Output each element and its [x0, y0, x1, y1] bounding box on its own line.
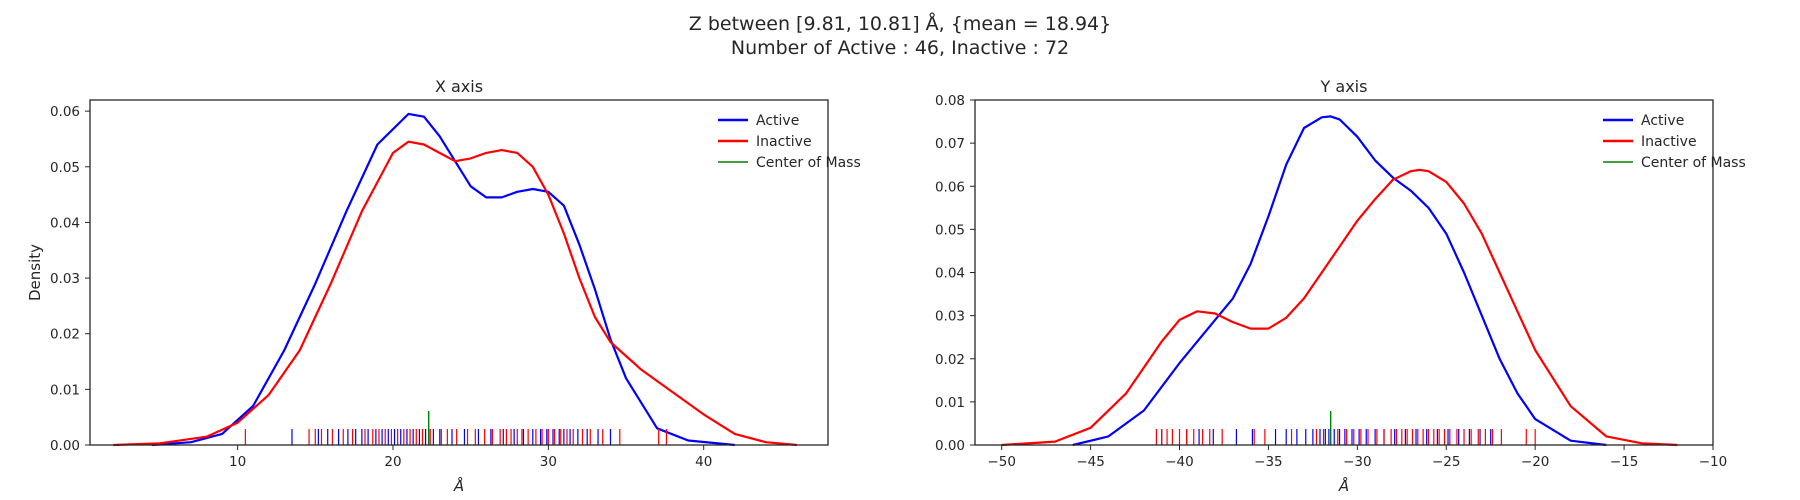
panel-title: X axis — [435, 77, 483, 96]
x-tick-label: −40 — [1165, 454, 1194, 470]
kde-line-inactive — [1001, 168, 1678, 447]
y-tick-label: 0.05 — [50, 160, 80, 176]
x-tick-label: −20 — [1521, 454, 1550, 470]
x-tick-label: 10 — [229, 454, 246, 470]
legend-label-inactive: Inactive — [756, 134, 812, 150]
figure-title-line-1: Z between [9.81, 10.81] Å, {mean = 18.94… — [688, 13, 1112, 35]
x-tick-label: 20 — [384, 454, 401, 470]
y-tick-label: 0.05 — [935, 222, 965, 238]
y-tick-label: 0.03 — [50, 271, 80, 287]
chart-panel-x-axis: X axis 10 20 30 40 0.00 0.01 0.02 0.03 0.04 0.05 0.… — [26, 77, 861, 495]
y-tick-label: 0.06 — [50, 104, 80, 120]
legend-label-center-of-mass: Center of Mass — [1641, 155, 1746, 171]
x-tick-label: −30 — [1343, 454, 1372, 470]
x-tick-label: 40 — [695, 454, 712, 470]
legend: Active Inactive Center of Mass — [1603, 113, 1746, 171]
panel-title: Y axis — [1320, 77, 1368, 96]
chart-panel-y-axis: Y axis −50 −45 −40 −35 −30 −25 −20 −15 −10 0.00 0.0… — [935, 77, 1746, 495]
kde-line-inactive — [113, 140, 797, 447]
legend-label-active: Active — [756, 113, 799, 129]
legend: Active Inactive Center of Mass — [718, 113, 861, 171]
y-tick-label: 0.04 — [50, 215, 80, 231]
y-tick-label: 0.01 — [935, 395, 965, 411]
plot-frame — [89, 99, 829, 446]
x-tick-label: −10 — [1699, 454, 1728, 470]
kde-line-active — [1072, 115, 1607, 447]
x-tick-label: −35 — [1254, 454, 1283, 470]
y-tick-label: 0.04 — [935, 266, 965, 282]
figure-title: Z between [9.81, 10.81] Å, {mean = 18.94… — [0, 12, 1800, 60]
kde-line-active — [152, 112, 735, 447]
x-axis-label: Å — [453, 476, 464, 495]
legend-label-center-of-mass: Center of Mass — [756, 155, 861, 171]
y-tick-label: 0.08 — [935, 93, 965, 109]
y-tick-label: 0.06 — [935, 179, 965, 195]
y-axis-label: Density — [26, 244, 44, 301]
y-tick-label: 0.01 — [50, 382, 80, 398]
y-tick-label: 0.02 — [50, 327, 80, 343]
x-axis-label: Å — [1338, 476, 1349, 495]
legend-label-inactive: Inactive — [1641, 134, 1697, 150]
y-tick-label: 0.02 — [935, 352, 965, 368]
plot-frame — [974, 99, 1714, 446]
legend-label-active: Active — [1641, 113, 1684, 129]
x-tick-label: −25 — [1432, 454, 1461, 470]
x-tick-label: −45 — [1076, 454, 1105, 470]
x-tick-label: −15 — [1610, 454, 1639, 470]
x-tick-label: −50 — [987, 454, 1016, 470]
y-tick-label: 0.00 — [935, 438, 965, 454]
y-tick-label: 0.03 — [935, 309, 965, 325]
figure-title-line-2: Number of Active : 46, Inactive : 72 — [730, 37, 1070, 59]
y-tick-label: 0.07 — [935, 136, 965, 152]
x-tick-label: 30 — [540, 454, 557, 470]
y-tick-label: 0.00 — [50, 438, 80, 454]
